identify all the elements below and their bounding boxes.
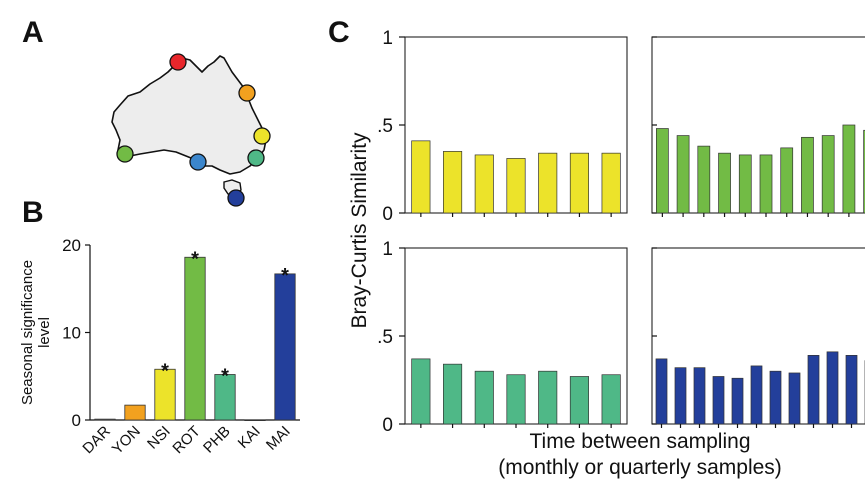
australia-map xyxy=(111,53,271,207)
c-subplot-bottom-right xyxy=(651,247,865,428)
c-bar xyxy=(769,370,782,425)
map-site-rot xyxy=(116,145,134,163)
c-y-tick-label: 0 xyxy=(382,204,393,225)
c-x-axis-label-line1: Time between sampling xyxy=(530,430,751,453)
c-subplot-bottom-left: 0.51 xyxy=(377,239,628,436)
c-bar xyxy=(801,136,814,214)
b-significance-star: * xyxy=(191,248,199,270)
panel-a-label: A xyxy=(22,16,44,49)
c-subplot-top-left: 0.51 xyxy=(377,28,628,225)
c-bar xyxy=(693,367,706,425)
map-site-nsi xyxy=(253,127,271,145)
map-site-phb xyxy=(247,149,265,167)
c-bar xyxy=(601,374,621,425)
c-bar xyxy=(443,363,463,425)
c-bar xyxy=(807,355,820,425)
c-bar xyxy=(731,377,744,425)
c-bar xyxy=(712,376,725,425)
b-significance-star: * xyxy=(281,265,289,287)
map-site-kai xyxy=(189,153,207,171)
b-x-tick-label-kai: KAI xyxy=(235,423,264,452)
b-bar-nsi xyxy=(154,368,176,421)
c-y-tick-label: .5 xyxy=(377,116,393,137)
c-bar xyxy=(474,154,494,214)
c-bar xyxy=(538,152,558,214)
c-bar xyxy=(676,135,690,214)
b-x-tick-label-yon: YON xyxy=(109,423,144,458)
c-y-axis-label: Bray-Curtis Similarity xyxy=(348,132,371,329)
b-significance-star: * xyxy=(161,360,169,382)
c-bar xyxy=(506,158,526,214)
c-bar xyxy=(826,351,839,425)
c-bar xyxy=(738,154,752,214)
c-bar xyxy=(655,358,668,425)
c-bar xyxy=(411,140,431,214)
c-bar xyxy=(601,152,621,214)
c-y-tick-label: 1 xyxy=(382,239,393,260)
c-bar xyxy=(788,372,801,425)
b-y-axis-label-line: level xyxy=(36,317,53,348)
c-bar xyxy=(569,152,589,214)
panel-c-label: C xyxy=(328,16,350,49)
b-bar-yon xyxy=(124,404,146,421)
b-bar-dar xyxy=(94,418,116,421)
c-bar xyxy=(750,365,763,425)
c-subplot-top-right xyxy=(651,36,865,217)
c-bar xyxy=(538,370,558,425)
b-x-tick-label-phb: PHB xyxy=(200,423,234,457)
c-bar xyxy=(506,374,526,425)
b-bar-mai xyxy=(274,273,296,421)
c-bar xyxy=(443,151,463,214)
c-bar xyxy=(697,145,711,214)
b-x-tick-label-mai: MAI xyxy=(263,423,294,454)
australia-outline xyxy=(111,55,267,175)
c-bar xyxy=(863,129,865,214)
c-y-tick-label: .5 xyxy=(377,327,393,348)
c-bar xyxy=(718,152,731,214)
b-x-tick-label-nsi: NSI xyxy=(144,423,174,453)
c-bar xyxy=(845,355,858,425)
map-site-mai xyxy=(227,189,245,207)
c-bar xyxy=(842,124,856,214)
map-site-dar xyxy=(169,53,187,71)
b-y-axis-label: Seasonal significancelevel xyxy=(19,260,53,405)
c-bar xyxy=(474,370,494,425)
b-bar-kai xyxy=(244,419,266,422)
c-bar xyxy=(569,376,589,425)
b-y-tick-label: 0 xyxy=(72,411,81,430)
b-x-tick-label-dar: DAR xyxy=(79,423,114,458)
b-y-tick-label: 20 xyxy=(62,236,81,255)
b-x-tick-label-rot: ROT xyxy=(169,423,203,457)
b-significance-star: * xyxy=(221,366,229,388)
c-y-tick-label: 1 xyxy=(382,28,393,49)
b-bar-rot xyxy=(184,256,206,421)
c-bar xyxy=(821,135,835,214)
c-y-tick-label: 0 xyxy=(382,415,393,436)
b-y-tick-label: 10 xyxy=(62,324,81,343)
c-bar xyxy=(674,367,687,425)
c-x-axis-label-line2: (monthly or quarterly samples) xyxy=(498,456,782,479)
c-bar xyxy=(656,128,669,214)
panel-b-label: B xyxy=(22,196,44,229)
c-bar xyxy=(759,154,773,214)
c-bar xyxy=(411,358,431,425)
c-bar xyxy=(780,147,794,214)
b-bar-phb xyxy=(214,374,236,421)
map-site-yon xyxy=(238,84,256,102)
b-y-axis-label-line: Seasonal significance xyxy=(19,260,36,405)
